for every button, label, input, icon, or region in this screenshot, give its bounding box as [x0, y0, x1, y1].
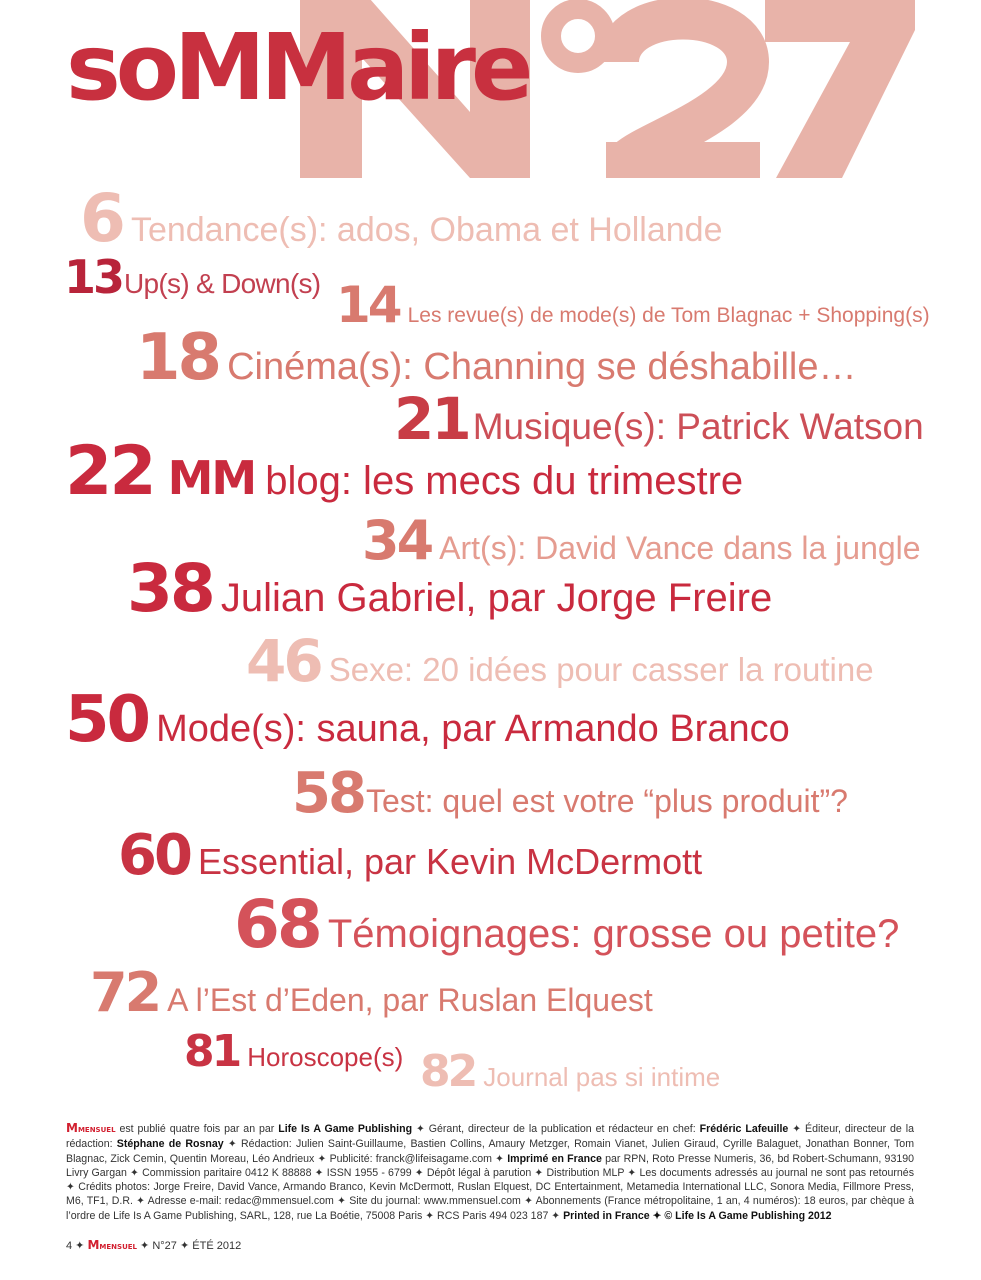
- toc-entry[interactable]: 58Test: quel est votre “plus produit”?: [292, 766, 848, 822]
- entry-title: Test: quel est votre “plus produit”?: [365, 783, 848, 819]
- toc-entry[interactable]: 38 Julian Gabriel, par Jorge Freire: [127, 556, 772, 622]
- entry-title: Cinéma(s): Channing se déshabille…: [227, 346, 857, 388]
- page-number: 14: [336, 276, 403, 334]
- page-number: 58: [292, 761, 367, 826]
- entry-title: Journal pas si intime: [483, 1062, 721, 1092]
- colophon-segment: Life Is A Game Publishing: [278, 1123, 413, 1135]
- colophon-segment: ✦ Éditeur, directeur de la rédaction:: [66, 1123, 914, 1151]
- page-number: 50: [65, 683, 151, 757]
- page-number: 46: [246, 627, 324, 695]
- colophon-segment: Frédéric Lafeuille: [699, 1123, 789, 1135]
- page-number: 34: [362, 509, 434, 572]
- entry-title: Up(s) & Down(s): [124, 268, 321, 299]
- toc-entry[interactable]: 13Up(s) & Down(s): [64, 254, 321, 300]
- page-number: 21: [394, 385, 472, 453]
- colophon-segment: ✦ Gérant, directeur de la publication et…: [412, 1123, 700, 1135]
- page-number: 22: [65, 432, 157, 511]
- toc-entry[interactable]: 46 Sexe: 20 idées pour casser la routine: [246, 632, 874, 690]
- issue-glyph-2: [597, 0, 770, 177]
- toc-entry[interactable]: 50 Mode(s): sauna, par Armando Branco: [65, 688, 790, 752]
- colophon-segment: par RPN, Roto Presse Numeris, 36, bd Rob…: [66, 1152, 915, 1222]
- folio: 4 ✦ MMENSUEL ✦ N°27 ✦ ÉTÉ 2012: [66, 1238, 242, 1252]
- folio-season: ÉTÉ 2012: [192, 1240, 242, 1252]
- folio-issue: N°27: [152, 1240, 177, 1252]
- entry-title: blog: les mecs du trimestre: [265, 459, 744, 503]
- issue-glyph-degree: [541, 0, 615, 73]
- toc-entry[interactable]: 18 Cinéma(s): Channing se déshabille…: [136, 326, 857, 390]
- toc-entry[interactable]: 68 Témoignages: grosse ou petite?: [234, 892, 899, 958]
- folio-page: 4: [66, 1240, 73, 1252]
- page-number: 60: [118, 823, 193, 888]
- page-number: 38: [127, 550, 216, 627]
- colophon-segment: Printed in France ✦ © Life Is A Game Pub…: [563, 1209, 832, 1222]
- entry-title: Mode(s): sauna, par Armando Branco: [156, 708, 790, 750]
- entry-title: Témoignages: grosse ou petite?: [327, 912, 900, 956]
- page-number: 18: [136, 321, 222, 395]
- colophon: MMENSUEL est publié quatre fois par an p…: [66, 1121, 914, 1223]
- page-number: 13: [64, 250, 125, 304]
- toc-entry[interactable]: 81 Horoscope(s): [184, 1030, 403, 1074]
- page-number: 6: [80, 180, 126, 257]
- toc-entry[interactable]: 72 A l’Est d’Eden, par Ruslan Elquest: [90, 966, 653, 1020]
- brand-logo: MMENSUEL: [87, 1238, 137, 1252]
- page-number: 82: [420, 1046, 478, 1097]
- toc-entry[interactable]: 60 Essential, par Kevin McDermott: [118, 828, 702, 884]
- toc-entry[interactable]: 22 MM blog: les mecs du trimestre: [65, 438, 743, 506]
- toc-entry[interactable]: 21 Musique(s): Patrick Watson: [394, 390, 924, 448]
- colophon-segment: est publié quatre fois par an par: [115, 1123, 279, 1135]
- entry-title: Art(s): David Vance dans la jungle: [439, 530, 921, 566]
- toc-entry[interactable]: 6 Tendance(s): ados, Obama et Hollande: [80, 186, 723, 252]
- toc-entry[interactable]: 82 Journal pas si intime: [420, 1050, 720, 1094]
- colophon-segment: Stéphane de Rosnay: [116, 1138, 224, 1151]
- colophon-segment: Imprimé en France: [507, 1152, 602, 1165]
- mm-prefix: MM: [167, 451, 258, 505]
- entry-title: A l’Est d’Eden, par Ruslan Elquest: [167, 982, 653, 1018]
- entry-title: Essential, par Kevin McDermott: [197, 841, 703, 882]
- entry-title: Horoscope(s): [247, 1042, 404, 1072]
- page-number: 68: [234, 886, 323, 963]
- brand-logo: MMENSUEL: [66, 1121, 116, 1135]
- page-number: 81: [184, 1026, 242, 1077]
- issue-glyph-2-base: [606, 142, 760, 178]
- entry-title: Musique(s): Patrick Watson: [472, 406, 924, 447]
- colophon-segment: ✦ Rédaction: Julien Saint-Guillaume, Bas…: [66, 1138, 915, 1165]
- page-number: 72: [90, 961, 162, 1024]
- toc-entry[interactable]: 34 Art(s): David Vance dans la jungle: [362, 514, 921, 568]
- entry-title: Tendance(s): ados, Obama et Hollande: [130, 211, 723, 249]
- entry-title: Les revue(s) de mode(s) de Tom Blagnac +…: [407, 304, 930, 327]
- toc-entry[interactable]: 14 Les revue(s) de mode(s) de Tom Blagnac…: [336, 280, 930, 330]
- issue-glyph-n: [300, 0, 530, 178]
- issue-glyph-7: [765, 0, 915, 178]
- entry-title: Sexe: 20 idées pour casser la routine: [328, 651, 874, 688]
- issue-number-graphic: [300, 0, 915, 178]
- page-title: soMMaire: [66, 14, 533, 121]
- entry-title: Julian Gabriel, par Jorge Freire: [220, 576, 773, 620]
